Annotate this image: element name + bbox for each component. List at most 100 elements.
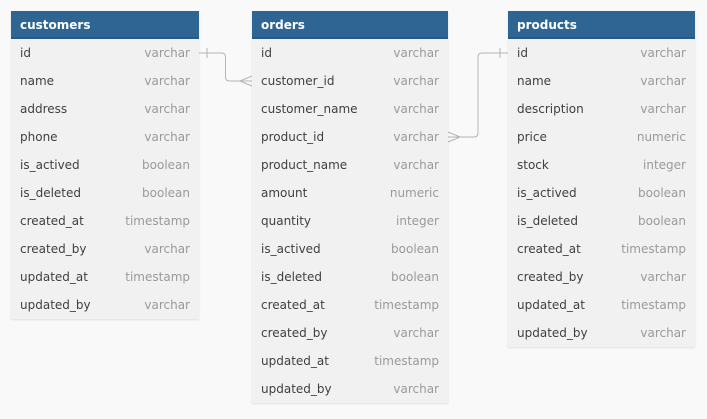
column-name: updated_at: [261, 354, 329, 368]
column-row-orders-customer-id[interactable]: customer_id varchar: [252, 67, 448, 95]
column-name: is_deleted: [261, 270, 323, 284]
column-row-customers-is-actived[interactable]: is_actived boolean: [11, 151, 199, 179]
column-row-orders-id[interactable]: id varchar: [252, 39, 448, 67]
column-row-orders-quantity[interactable]: quantity integer: [252, 207, 448, 235]
column-name: is_deleted: [517, 214, 579, 228]
column-row-orders-is-actived[interactable]: is_actived boolean: [252, 235, 448, 263]
column-name: product_id: [261, 130, 325, 144]
column-type: timestamp: [125, 270, 190, 284]
table-body-customers: id varchar name varchar address varchar phone v…: [11, 39, 199, 319]
column-row-orders-product-name[interactable]: product_name varchar: [252, 151, 448, 179]
table-orders[interactable]: orders id varchar customer_id varchar custom…: [252, 11, 448, 403]
column-type: boolean: [638, 214, 686, 228]
column-type: varchar: [640, 46, 686, 60]
column-type: boolean: [638, 186, 686, 200]
column-type: boolean: [142, 186, 190, 200]
table-customers[interactable]: customers id varchar name varchar address var…: [11, 11, 199, 319]
column-name: address: [20, 102, 68, 116]
column-row-customers-id[interactable]: id varchar: [11, 39, 199, 67]
column-type: varchar: [144, 242, 190, 256]
table-products[interactable]: products id varchar name varchar description…: [508, 11, 695, 347]
column-name: updated_by: [517, 326, 588, 340]
column-row-products-updated-at[interactable]: updated_at timestamp: [508, 291, 695, 319]
column-type: varchar: [393, 326, 439, 340]
column-type: varchar: [393, 46, 439, 60]
relationship-line-products-orders: [448, 52, 508, 138]
column-type: varchar: [393, 102, 439, 116]
column-row-orders-customer-name[interactable]: customer_name varchar: [252, 95, 448, 123]
column-type: timestamp: [374, 354, 439, 368]
column-row-products-price[interactable]: price numeric: [508, 123, 695, 151]
column-row-customers-updated-at[interactable]: updated_at timestamp: [11, 263, 199, 291]
column-name: created_at: [20, 214, 84, 228]
column-row-orders-is-deleted[interactable]: is_deleted boolean: [252, 263, 448, 291]
column-row-orders-amount[interactable]: amount numeric: [252, 179, 448, 207]
column-row-products-created-by[interactable]: created_by varchar: [508, 263, 695, 291]
column-name: created_by: [517, 270, 584, 284]
column-row-customers-created-at[interactable]: created_at timestamp: [11, 207, 199, 235]
relationship-line-customers-orders: [199, 52, 252, 82]
table-body-orders: id varchar customer_id varchar customer_name…: [252, 39, 448, 403]
column-name: id: [261, 46, 272, 60]
column-name: customer_name: [261, 102, 358, 116]
column-name: is_deleted: [20, 186, 82, 200]
column-name: amount: [261, 186, 308, 200]
column-row-products-id[interactable]: id varchar: [508, 39, 695, 67]
column-row-orders-created-by[interactable]: created_by varchar: [252, 319, 448, 347]
column-name: name: [20, 74, 55, 88]
column-type: varchar: [144, 46, 190, 60]
column-name: description: [517, 102, 584, 116]
column-row-customers-phone[interactable]: phone varchar: [11, 123, 199, 151]
column-type: integer: [643, 158, 686, 172]
column-name: updated_by: [20, 298, 91, 312]
column-type: varchar: [393, 158, 439, 172]
column-name: phone: [20, 130, 58, 144]
column-name: is_actived: [20, 158, 80, 172]
column-type: timestamp: [621, 242, 686, 256]
column-type: varchar: [393, 74, 439, 88]
column-row-products-updated-by[interactable]: updated_by varchar: [508, 319, 695, 347]
column-name: product_name: [261, 158, 348, 172]
table-header-orders[interactable]: orders: [252, 11, 448, 39]
column-row-products-created-at[interactable]: created_at timestamp: [508, 235, 695, 263]
column-row-customers-name[interactable]: name varchar: [11, 67, 199, 95]
many-cardinality-icon: [239, 80, 253, 87]
column-type: timestamp: [621, 298, 686, 312]
column-row-orders-product-id[interactable]: product_id varchar: [252, 123, 448, 151]
column-name: updated_at: [517, 298, 585, 312]
column-row-customers-address[interactable]: address varchar: [11, 95, 199, 123]
table-body-products: id varchar name varchar description varchar pr…: [508, 39, 695, 347]
column-row-orders-updated-at[interactable]: updated_at timestamp: [252, 347, 448, 375]
column-row-orders-updated-by[interactable]: updated_by varchar: [252, 375, 448, 403]
column-row-customers-updated-by[interactable]: updated_by varchar: [11, 291, 199, 319]
many-cardinality-icon: [447, 131, 461, 138]
column-type: varchar: [144, 102, 190, 116]
column-name: price: [517, 130, 547, 144]
column-type: timestamp: [374, 298, 439, 312]
column-name: customer_id: [261, 74, 335, 88]
column-name: created_by: [261, 326, 328, 340]
column-type: numeric: [636, 130, 686, 144]
column-name: id: [517, 46, 528, 60]
column-row-customers-created-by[interactable]: created_by varchar: [11, 235, 199, 263]
column-row-customers-is-deleted[interactable]: is_deleted boolean: [11, 179, 199, 207]
column-name: created_at: [517, 242, 581, 256]
column-type: varchar: [144, 298, 190, 312]
column-type: varchar: [640, 102, 686, 116]
column-row-products-name[interactable]: name varchar: [508, 67, 695, 95]
table-header-products[interactable]: products: [508, 11, 695, 39]
column-name: created_by: [20, 242, 87, 256]
column-row-products-description[interactable]: description varchar: [508, 95, 695, 123]
column-row-products-is-deleted[interactable]: is_deleted boolean: [508, 207, 695, 235]
column-row-orders-created-at[interactable]: created_at timestamp: [252, 291, 448, 319]
column-name: updated_by: [261, 382, 332, 396]
column-type: varchar: [144, 130, 190, 144]
column-type: varchar: [640, 270, 686, 284]
column-row-products-is-actived[interactable]: is_actived boolean: [508, 179, 695, 207]
table-header-customers[interactable]: customers: [11, 11, 199, 39]
column-name: quantity: [261, 214, 312, 228]
column-row-products-stock[interactable]: stock integer: [508, 151, 695, 179]
column-name: updated_at: [20, 270, 88, 284]
column-name: stock: [517, 158, 549, 172]
column-name: name: [517, 74, 552, 88]
